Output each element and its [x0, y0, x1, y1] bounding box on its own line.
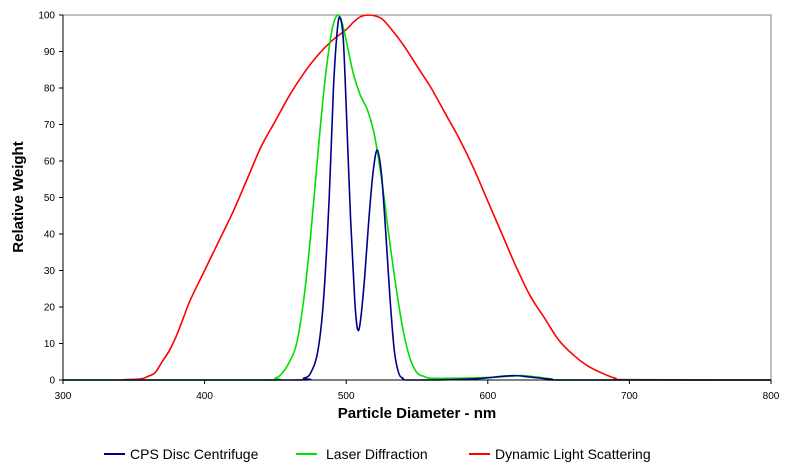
y-tick-label: 0 — [49, 376, 55, 387]
x-tick-label: 800 — [763, 391, 780, 402]
series-line-cps-disc-centrifuge — [62, 16, 771, 381]
x-tick-label: 700 — [621, 391, 638, 402]
series-layer — [62, 14, 772, 381]
x-tick-label: 500 — [338, 391, 355, 402]
series-line-dynamic-light-scattering — [123, 14, 772, 381]
y-tick-label: 10 — [44, 339, 56, 350]
y-tick-label: 90 — [44, 47, 56, 58]
series-line-laser-diffraction — [62, 14, 771, 381]
legend-label-laser-diffraction: Laser Diffraction — [326, 446, 428, 462]
y-tick-label: 80 — [44, 84, 56, 95]
legend-label-dynamic-light-scattering: Dynamic Light Scattering — [495, 446, 651, 462]
legend: CPS Disc Centrifuge Laser Diffraction Dyna… — [104, 446, 651, 462]
y-tick-label: 20 — [44, 303, 56, 314]
legend-label-cps-disc-centrifuge: CPS Disc Centrifuge — [130, 446, 259, 462]
x-tick-label: 300 — [55, 391, 72, 402]
y-tick-label: 70 — [44, 120, 56, 131]
y-axis: 0 10 20 30 40 50 60 70 80 90 100 — [38, 11, 64, 387]
plot-border — [62, 14, 772, 381]
x-axis-title: Particle Diameter - nm — [338, 405, 496, 422]
y-tick-label: 60 — [44, 157, 56, 168]
y-axis-title: Relative Weight — [10, 141, 27, 252]
x-tick-label: 400 — [196, 391, 213, 402]
x-tick-label: 600 — [479, 391, 496, 402]
y-tick-label: 50 — [44, 193, 56, 204]
x-axis: 300 400 500 600 700 800 — [55, 379, 780, 402]
y-tick-label: 30 — [44, 266, 56, 277]
plot-area — [62, 14, 772, 381]
y-tick-label: 100 — [38, 11, 55, 22]
y-tick-label: 40 — [44, 230, 56, 241]
